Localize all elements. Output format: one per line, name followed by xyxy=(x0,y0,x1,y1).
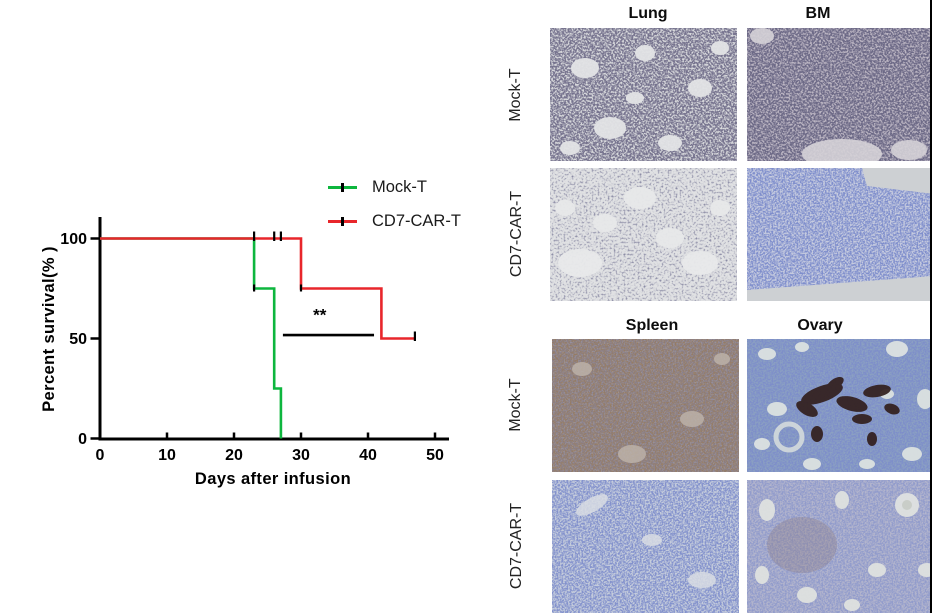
y-tick-label: 100 xyxy=(60,231,87,248)
histology-image-mock-bm xyxy=(747,28,932,161)
x-tick-label: 50 xyxy=(426,447,444,464)
column-header-spleen: Spleen xyxy=(625,317,679,334)
spleen-light-blobs xyxy=(572,353,730,463)
bone-bands xyxy=(747,168,932,301)
histology-image-car-spleen xyxy=(552,480,739,613)
row-label-cd7-car-t-top: CD7-CAR-T xyxy=(508,190,525,278)
column-header-lung: Lung xyxy=(628,5,668,22)
histology-image-car-lung xyxy=(550,168,737,301)
histology-image-mock-lung xyxy=(550,28,737,161)
row-label-mock-t-bottom: Mock-T xyxy=(507,378,524,432)
histology-image-car-ovary xyxy=(747,480,932,613)
series-CD7-CAR-T xyxy=(100,237,415,340)
x-tick-label: 30 xyxy=(292,447,310,464)
marrow-light-patches xyxy=(750,28,927,161)
legend-line-mock-t-icon xyxy=(328,182,357,192)
figure-right-border xyxy=(930,0,932,613)
histology-image-mock-spleen xyxy=(552,339,739,472)
row-label-cd7-car-t-bottom: CD7-CAR-T xyxy=(508,502,525,590)
x-tick-label: 40 xyxy=(359,447,377,464)
column-header-ovary: Ovary xyxy=(797,317,843,334)
censor-tick-icon xyxy=(341,182,344,192)
legend-label-mock-t: Mock-T xyxy=(372,177,427,196)
x-tick-label: 0 xyxy=(96,447,105,464)
histology-image-car-bm xyxy=(747,168,932,301)
significance-label: ** xyxy=(313,306,327,325)
legend-line-cd7-car-t-icon xyxy=(328,216,357,226)
follicle-ring xyxy=(773,421,805,453)
legend-item-mock-t: Mock-T xyxy=(328,170,461,204)
legend-label-cd7-car-t: CD7-CAR-T xyxy=(372,211,461,230)
follicle-blobs xyxy=(755,491,932,611)
histology-image-mock-ovary xyxy=(747,339,932,472)
legend-item-cd7-car-t: CD7-CAR-T xyxy=(328,204,461,238)
y-axis-title: Percent survival(% ) xyxy=(40,246,58,412)
y-tick-label: 50 xyxy=(69,331,87,348)
x-axis-title: Days after infusion xyxy=(195,470,351,488)
alveoli-blobs xyxy=(555,187,730,277)
dab-positive-clusters xyxy=(796,376,900,446)
faint-brown-region xyxy=(767,517,837,573)
x-tick-label: 20 xyxy=(225,447,243,464)
censor-tick-icon xyxy=(341,216,344,226)
row-label-mock-t-top: Mock-T xyxy=(507,68,524,122)
spleen-light-streaks xyxy=(576,494,716,588)
follicle-core xyxy=(902,500,912,510)
alveoli-blobs xyxy=(560,41,729,155)
column-header-bm: BM xyxy=(805,5,831,22)
chart-legend: Mock-T CD7-CAR-T xyxy=(328,170,461,238)
series-Mock-T xyxy=(100,237,283,439)
follicle-blobs xyxy=(754,341,932,470)
y-tick-label: 0 xyxy=(78,431,87,448)
x-tick-label: 10 xyxy=(158,447,176,464)
